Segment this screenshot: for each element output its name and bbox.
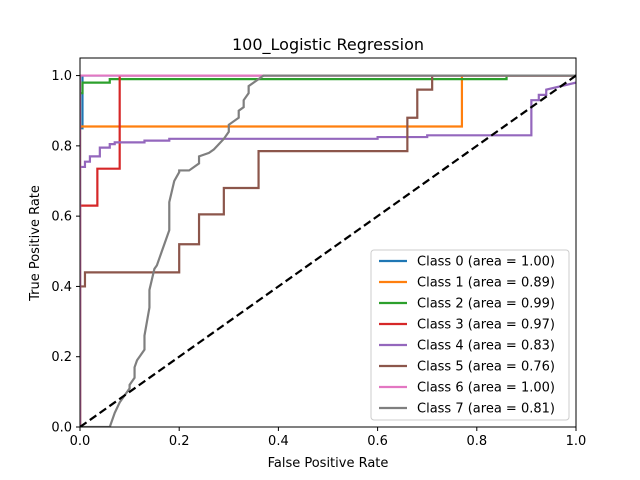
legend-label-class-3: Class 3 (area = 0.97) [417,318,555,333]
axes: 0.0 0.2 0.4 0.6 0.8 1.0 0.0 0.2 0.4 0.6 0.8 1.0 [51,57,587,449]
y-tick-label: 0.0 [51,421,72,436]
x-tick-label: 1.0 [566,434,587,449]
x-tick-label: 0.4 [268,434,289,449]
y-tick-label: 0.2 [51,350,72,365]
chance-diagonal [80,74,576,427]
x-tick-label: 0.8 [466,434,487,449]
y-tick-label: 1.0 [51,69,72,84]
x-tick-label: 0.0 [70,434,91,449]
axes-frame [79,57,577,428]
legend-label-class-7: Class 7 (area = 0.81) [417,402,555,417]
plot-area [80,74,576,427]
x-tick-label: 0.2 [169,434,190,449]
y-axis-label: True Positive Rate [28,185,43,302]
legend-label-class-0: Class 0 (area = 1.00) [417,255,555,270]
y-tick-label: 0.8 [51,139,72,154]
legend-label-class-4: Class 4 (area = 0.83) [417,339,555,354]
x-tick-label: 0.6 [367,434,388,449]
y-tick-label: 0.6 [51,210,72,225]
legend-label-class-5: Class 5 (area = 0.76) [417,360,555,375]
legend-box [370,249,570,421]
legend: Class 0 (area = 1.00) Class 1 (area = 0.8… [370,249,570,421]
legend-label-class-1: Class 1 (area = 0.89) [417,276,555,291]
roc-curve-class-7 [80,74,576,427]
x-axis-label: False Positive Rate [268,456,389,471]
chart-title: 100_Logistic Regression [232,35,424,55]
y-tick-label: 0.4 [51,280,72,295]
legend-label-class-6: Class 6 (area = 1.00) [417,381,555,396]
roc-curve-class-4 [80,81,576,427]
roc-curve-class-5 [80,74,576,427]
legend-label-class-2: Class 2 (area = 0.99) [417,297,555,312]
